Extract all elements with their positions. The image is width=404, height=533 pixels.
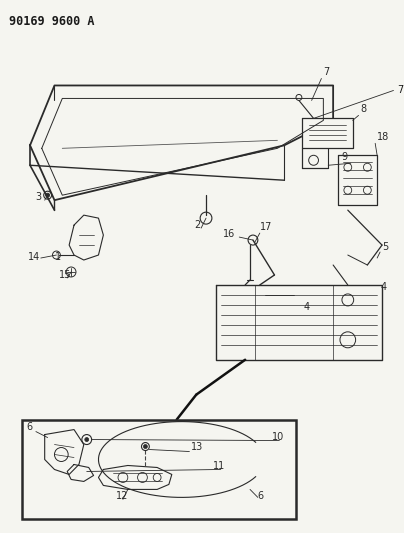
Polygon shape xyxy=(67,464,94,481)
Text: 7: 7 xyxy=(323,68,330,77)
Text: 2: 2 xyxy=(194,220,200,230)
Text: 12: 12 xyxy=(116,491,128,502)
Text: 8: 8 xyxy=(360,104,367,115)
Polygon shape xyxy=(302,118,353,148)
Text: 10: 10 xyxy=(272,432,284,441)
Text: 1: 1 xyxy=(55,252,61,262)
Polygon shape xyxy=(338,155,377,205)
Text: 7: 7 xyxy=(398,85,404,95)
Text: 13: 13 xyxy=(191,441,204,451)
Text: 16: 16 xyxy=(223,229,236,239)
Text: 90169 9600 A: 90169 9600 A xyxy=(8,15,94,28)
Text: 5: 5 xyxy=(382,242,388,252)
Text: 6: 6 xyxy=(258,491,264,502)
Polygon shape xyxy=(99,465,172,489)
Text: 15: 15 xyxy=(59,270,72,280)
Text: 11: 11 xyxy=(213,462,225,472)
Circle shape xyxy=(46,193,50,197)
Polygon shape xyxy=(216,285,382,360)
Text: 4: 4 xyxy=(304,302,310,312)
Text: 9: 9 xyxy=(342,152,348,162)
Text: 3: 3 xyxy=(35,192,41,202)
Polygon shape xyxy=(30,85,333,200)
Bar xyxy=(22,419,296,519)
Text: 17: 17 xyxy=(260,222,272,232)
Circle shape xyxy=(143,445,147,449)
Text: 14: 14 xyxy=(27,252,40,262)
Text: 18: 18 xyxy=(377,132,389,142)
Text: 6: 6 xyxy=(26,422,32,432)
Text: 4: 4 xyxy=(381,282,387,292)
Circle shape xyxy=(85,438,89,441)
Polygon shape xyxy=(69,215,103,260)
Polygon shape xyxy=(45,430,84,474)
